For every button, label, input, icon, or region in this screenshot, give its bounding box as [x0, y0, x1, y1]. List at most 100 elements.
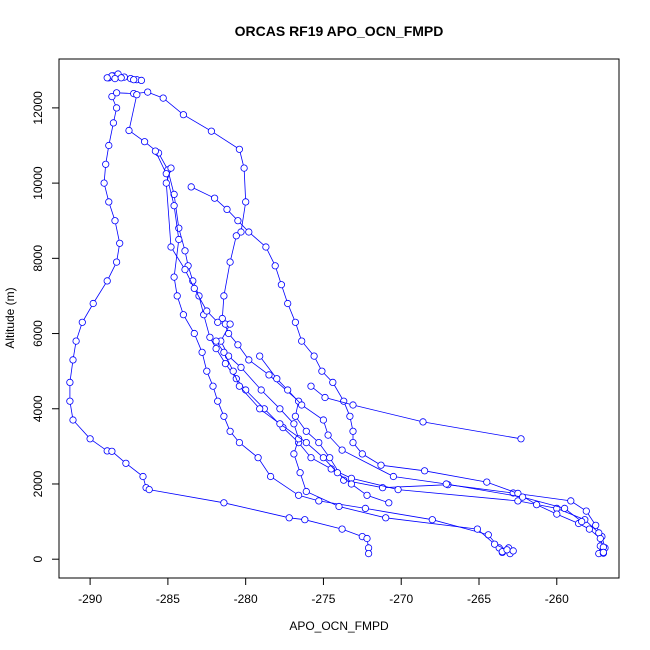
data-point [266, 472, 275, 481]
data-point [211, 194, 219, 202]
data-point [484, 531, 492, 539]
data-point [363, 534, 371, 543]
data-point [203, 307, 211, 315]
data-point [235, 145, 243, 153]
data-point [324, 431, 332, 439]
data-point [290, 450, 298, 458]
data-point [220, 348, 228, 356]
data-point [302, 427, 310, 435]
data-point [72, 337, 80, 345]
data-point [167, 243, 175, 251]
data-point [141, 138, 149, 146]
data-point [173, 292, 181, 300]
data-point [117, 74, 125, 82]
data-point [291, 412, 299, 420]
data-point [517, 435, 525, 443]
data-point [473, 525, 481, 533]
data-point [235, 438, 243, 447]
data-point [307, 454, 315, 462]
data-point [162, 179, 170, 187]
data-point [220, 499, 228, 507]
data-point [532, 501, 541, 509]
y-tick-label: 12000 [31, 91, 45, 125]
data-point [144, 88, 152, 96]
y-axis: 0 2000 4000 6000 8000 10000 12000 [31, 91, 60, 563]
data-point [108, 447, 116, 455]
data-point [240, 164, 248, 172]
y-tick-label: 6000 [31, 320, 45, 347]
data-point [307, 382, 315, 390]
y-tick-label: 0 [31, 556, 45, 563]
data-point [567, 497, 575, 505]
data-point [235, 382, 243, 390]
data-point [181, 247, 189, 255]
data-point [234, 217, 242, 225]
y-tick-label: 8000 [31, 245, 45, 272]
data-point [181, 265, 189, 274]
data-point [518, 493, 527, 501]
data-point [256, 352, 264, 360]
data-point [245, 356, 253, 364]
data-point [66, 397, 74, 405]
x-axis-label: APO_OCN_FMPD [289, 619, 389, 633]
series-6 [187, 183, 608, 557]
data-point [66, 378, 74, 386]
data-point [137, 76, 145, 85]
data-point [209, 382, 217, 390]
data-point [596, 534, 604, 543]
x-tick-label: -275 [311, 592, 335, 606]
data-point [105, 198, 113, 206]
data-point [86, 435, 94, 443]
data-point [285, 514, 293, 522]
data-point [582, 507, 590, 515]
data-point [113, 104, 121, 112]
data-point [277, 281, 285, 289]
data-point [389, 472, 397, 481]
data-point [302, 438, 310, 447]
data-point [103, 277, 111, 285]
data-point [234, 341, 242, 349]
data-point [592, 521, 600, 529]
data-point [262, 243, 270, 251]
data-point [111, 75, 119, 83]
data-point [315, 438, 323, 447]
data-point [226, 427, 234, 435]
data-point [509, 547, 517, 555]
series-2 [66, 93, 373, 558]
data-point [198, 348, 206, 356]
y-tick-label: 4000 [31, 395, 45, 422]
data-point [151, 147, 159, 155]
data-point [382, 514, 390, 522]
series-layer [66, 70, 609, 558]
x-tick-label: -265 [467, 592, 491, 606]
data-point [237, 363, 245, 371]
data-point [212, 344, 220, 353]
data-point [170, 273, 178, 281]
data-point [69, 356, 77, 364]
data-point [218, 314, 226, 323]
series-5 [151, 147, 514, 558]
data-point [167, 164, 175, 172]
data-point [220, 292, 228, 300]
data-point [284, 299, 292, 308]
data-point [318, 367, 326, 375]
data-point [294, 435, 303, 443]
data-point [190, 284, 198, 292]
data-point [206, 333, 214, 341]
data-point [256, 405, 264, 413]
data-point [296, 469, 304, 477]
data-point [179, 111, 187, 119]
data-point [428, 516, 436, 524]
data-point [254, 454, 262, 462]
data-point [358, 450, 366, 458]
data-point [273, 375, 281, 383]
chart-title: ORCAS RF19 APO_OCN_FMPD [235, 23, 444, 39]
y-tick-label: 2000 [31, 470, 45, 497]
data-point [490, 540, 499, 548]
data-point [363, 491, 371, 499]
series-10 [307, 382, 525, 443]
data-point [302, 487, 310, 496]
data-point [290, 420, 298, 428]
data-point [159, 94, 167, 102]
data-point [170, 202, 178, 210]
